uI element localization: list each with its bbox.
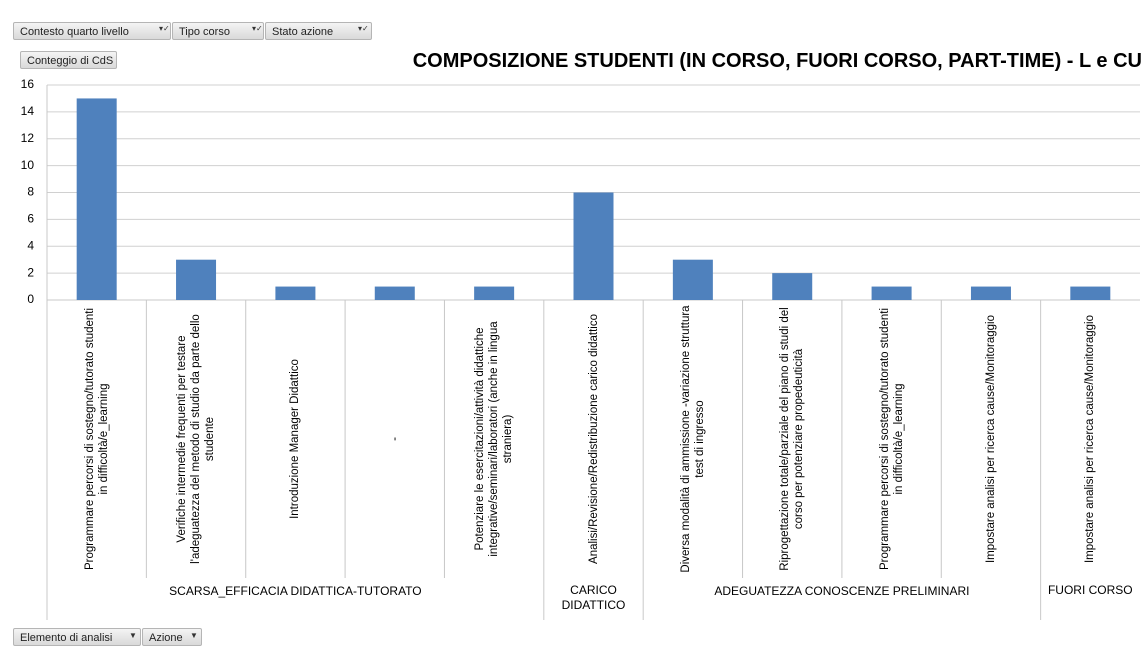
bar	[970, 286, 1011, 300]
filter-icon[interactable]: ▾✓	[159, 24, 170, 33]
y-tick-label: 10	[21, 158, 35, 172]
y-tick-label: 12	[21, 131, 35, 145]
bar	[672, 259, 713, 300]
y-tick-label: 14	[21, 104, 35, 118]
filter-button[interactable]: Contesto quarto livello	[13, 22, 171, 40]
y-tick-label: 6	[27, 212, 34, 226]
x-tick-label: Potenziare le esercitazioni/attività did…	[474, 321, 515, 557]
bar	[176, 259, 217, 300]
x-tick-label: Introduzione Manager Didattico	[289, 359, 302, 519]
dropdown-icon[interactable]: ▼	[129, 631, 137, 640]
x-tick-label: -	[388, 437, 401, 441]
y-tick-label: 16	[21, 77, 35, 91]
bar	[871, 286, 912, 300]
x-tick-label: Verifiche intermedie frequenti per testa…	[176, 314, 217, 564]
y-tick-label: 2	[27, 265, 34, 279]
x-tick-label: Impostare analisi per ricerca cause/Moni…	[1084, 315, 1097, 564]
bar	[275, 286, 316, 300]
axis-field-button[interactable]: Azione	[142, 628, 202, 646]
bar	[374, 286, 415, 300]
bar	[1070, 286, 1111, 300]
bar	[474, 286, 515, 300]
group-label: ADEGUATEZZA CONOSCENZE PRELIMINARI	[714, 584, 970, 598]
value-field-button[interactable]: Conteggio di CdS	[20, 51, 117, 69]
filter-icon[interactable]: ▾✓	[252, 24, 263, 33]
y-tick-label: 4	[27, 238, 34, 252]
filter-icon[interactable]: ▾✓	[358, 24, 369, 33]
bar	[573, 192, 614, 300]
y-tick-label: 8	[27, 185, 34, 199]
group-label: SCARSA_EFFICACIA DIDATTICA-TUTORATO	[169, 584, 422, 598]
group-label: FUORI CORSO	[1047, 583, 1133, 597]
x-tick-label: Analisi/Revisione/Redistribuzione carico…	[587, 314, 600, 564]
dropdown-icon[interactable]: ▼	[190, 631, 198, 640]
axis-field-button[interactable]: Elemento di analisi	[13, 628, 141, 646]
filter-button[interactable]: Stato azione	[265, 22, 372, 40]
group-label: CARICO DIDATTICO	[561, 583, 626, 612]
chart-title: COMPOSIZIONE STUDENTI (IN CORSO, FUORI C…	[412, 50, 1142, 72]
x-tick-label: Impostare analisi per ricerca cause/Moni…	[984, 315, 997, 564]
bar	[76, 98, 117, 300]
x-tick-label: Programmare percorsi di sostegno/tutorat…	[878, 307, 905, 571]
y-tick-label: 0	[27, 292, 34, 306]
x-tick-label: Programmare percorsi di sostegno/tutorat…	[83, 307, 110, 571]
filter-button[interactable]: Tipo corso	[172, 22, 264, 40]
x-tick-label: Riprogettazione totale/parziale del pian…	[779, 307, 806, 571]
bar	[772, 273, 813, 300]
x-tick-label: Diversa modalità di ammissione -variazio…	[679, 305, 706, 573]
